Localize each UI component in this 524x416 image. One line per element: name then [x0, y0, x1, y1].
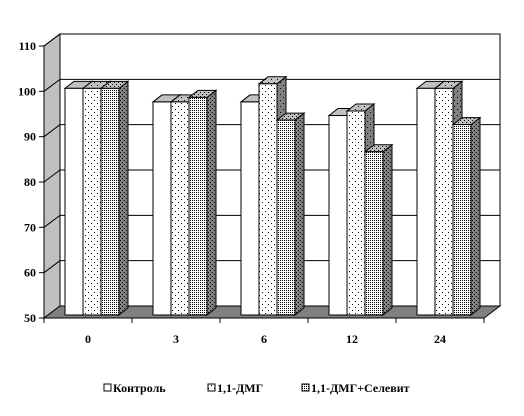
legend: Контроль 1,1-ДМГ 1,1-ДМГ+Селевит	[103, 381, 410, 395]
gridline	[43, 78, 500, 92]
bar-front	[434, 87, 454, 316]
bar	[451, 116, 482, 317]
bar-side	[294, 112, 305, 317]
axes: 50 60 70 80 90 100 110 0 3 6 12 24	[18, 39, 485, 346]
x-tick-label: 12	[346, 332, 358, 346]
legend-item: 1,1-ДМГ+Селевит	[301, 381, 410, 395]
bar	[99, 80, 130, 317]
bars	[63, 75, 482, 317]
bar-front	[346, 110, 366, 316]
bar	[363, 143, 394, 317]
gridline	[43, 33, 500, 47]
y-tick-label: 100	[18, 84, 36, 98]
legend-label: 1,1-ДМГ+Селевит	[311, 381, 410, 395]
bar-front	[240, 101, 260, 316]
x-tick-label: 3	[173, 332, 179, 346]
y-tick-label: 70	[24, 220, 36, 234]
bar-front	[258, 83, 278, 316]
x-tick-label: 0	[85, 332, 91, 346]
y-tick-label: 80	[24, 175, 36, 189]
bar-front	[188, 96, 208, 316]
bar-side	[382, 143, 393, 317]
x-tick-label: 6	[261, 332, 267, 346]
bar-front	[64, 87, 84, 316]
bar-front	[152, 101, 172, 316]
bar-front	[276, 119, 296, 316]
bar-front	[416, 87, 436, 316]
bar-front	[452, 124, 472, 316]
y-tick-label: 50	[24, 311, 36, 325]
bar	[187, 89, 218, 317]
x-tick-label: 24	[434, 332, 446, 346]
bar-side	[470, 116, 481, 317]
bar-front	[82, 87, 102, 316]
bar-front	[170, 101, 190, 316]
bar-side	[118, 80, 129, 317]
legend-label: 1,1-ДМГ	[217, 381, 263, 395]
bar-front	[328, 115, 348, 316]
legend-swatch	[301, 383, 310, 392]
bar-front	[100, 87, 120, 316]
bar	[275, 112, 306, 317]
bar-front	[364, 151, 384, 316]
legend-label: Контроль	[113, 381, 166, 395]
legend-item: 1,1-ДМГ	[207, 381, 263, 395]
y-tick-label: 110	[19, 39, 36, 53]
bar-side	[206, 89, 217, 317]
y-tick-label: 60	[24, 266, 36, 280]
legend-swatch	[207, 383, 216, 392]
y-tick-label: 90	[24, 130, 36, 144]
legend-swatch	[103, 383, 112, 392]
legend-item: Контроль	[103, 381, 166, 395]
